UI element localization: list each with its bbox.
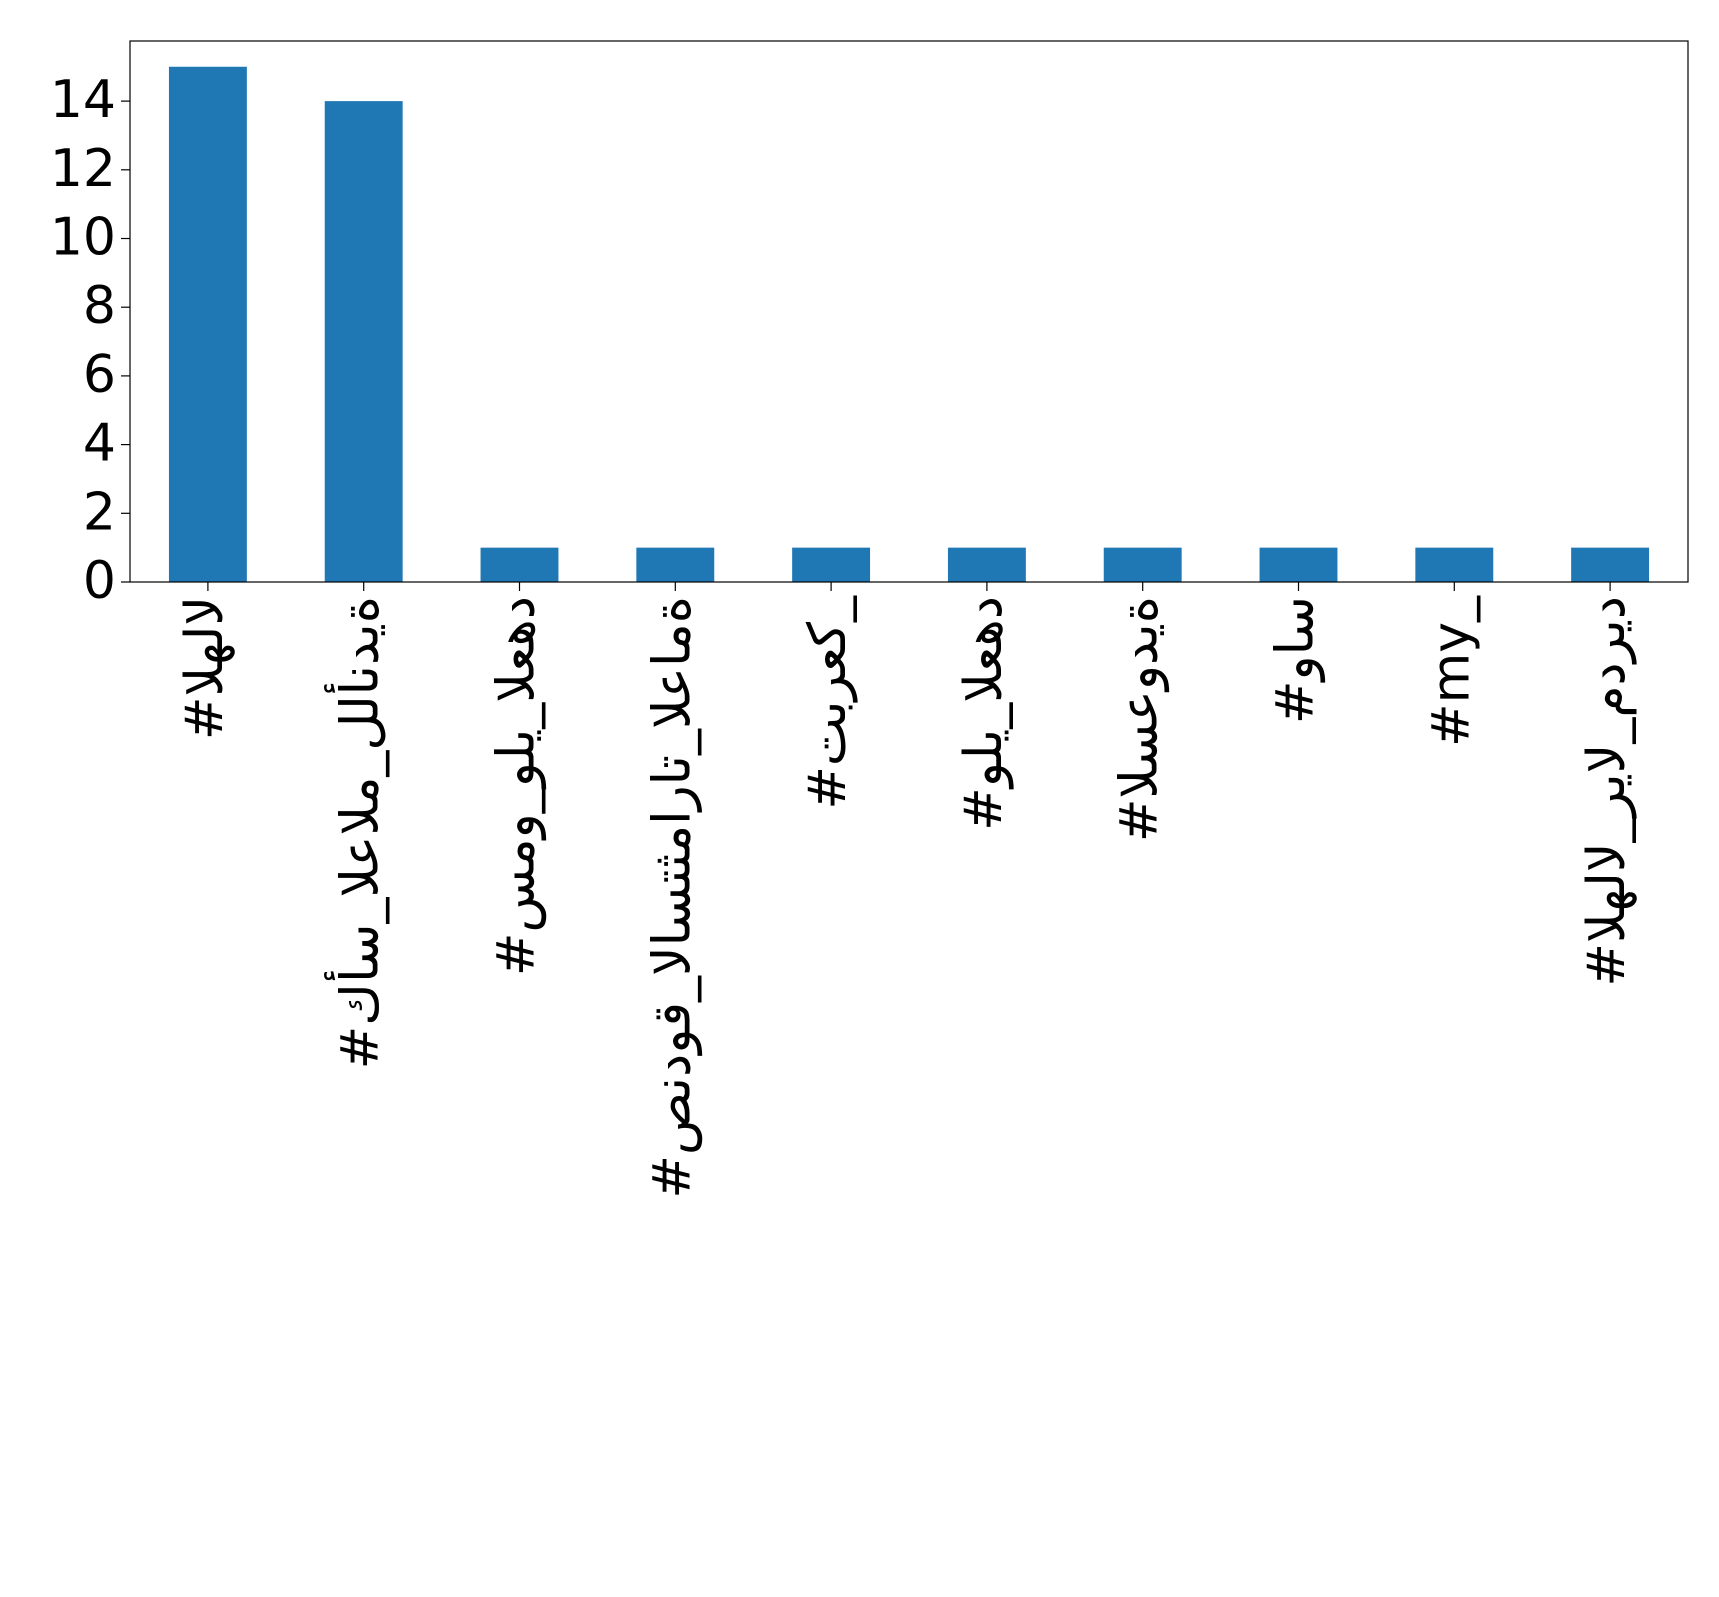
y-tick-label: 2: [83, 482, 116, 542]
bar: [1571, 547, 1650, 582]
x-tick-label: #تبرعك_: [798, 595, 858, 810]
y-tick-label: 14: [50, 70, 116, 130]
x-tick-label: #my_: [1421, 595, 1481, 747]
x-tick-label: #سمو_ولي_العهد: [487, 596, 547, 976]
bar: [636, 547, 715, 582]
x-tick-label: #السعودية: [1110, 596, 1170, 842]
y-tick-label: 12: [50, 139, 116, 199]
y-tick-label: 0: [83, 551, 116, 611]
bar: [1259, 547, 1338, 582]
plot-frame: [129, 40, 1689, 583]
bar: [324, 101, 403, 582]
y-tick-label: 6: [83, 345, 116, 405]
y-tick-label: 4: [83, 414, 116, 474]
bar: [168, 66, 247, 582]
x-tick-label: #كأس_العالم_للأندية: [324, 596, 391, 1069]
bar: [947, 547, 1026, 582]
y-tick-label: 8: [83, 276, 116, 336]
y-tick-label: 10: [50, 208, 116, 268]
x-tick-label: #الهلال: [175, 596, 235, 740]
bar: [480, 547, 559, 582]
bar: [792, 547, 871, 582]
bar: [1415, 547, 1494, 582]
x-tick-label: #الهلال_ريال_مدريد: [1577, 596, 1637, 987]
bar: [1103, 547, 1182, 582]
x-tick-label: #صندوق_الاستثمارات_العامة: [642, 596, 702, 1199]
x-tick-label: #ولي_العهد: [954, 596, 1014, 831]
x-tick-label: #واس: [1266, 596, 1326, 724]
